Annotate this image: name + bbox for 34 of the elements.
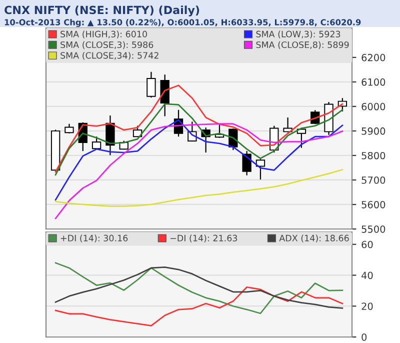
candlestick xyxy=(160,74,170,117)
legend-label: SMA (CLOSE,3): 5986 xyxy=(60,41,154,50)
y-tick-label: 5600 xyxy=(362,200,386,208)
legend-label: SMA (LOW,3): 5923 xyxy=(256,30,340,38)
y-tick-label: 5700 xyxy=(362,176,386,184)
chart-title: CNX NIFTY (NSE: NIFTY) (Daily) xyxy=(4,6,200,16)
line-series xyxy=(54,286,344,326)
candlestick xyxy=(256,158,266,180)
chart-subtitle: 10-Oct-2013 Chg: ▲ 13.50 (0.22%), O:6001.05, H:6033.95, L:5979.8, C:6020.9 xyxy=(4,19,361,27)
y-tick-label: 6100 xyxy=(362,78,386,86)
y-tick-label: 5500 xyxy=(362,225,386,233)
legend-label: SMA (CLOSE,8): 5899 xyxy=(256,41,349,50)
legend-label: −DI (14): 21.63 xyxy=(170,234,238,242)
y-tick-label: 20 xyxy=(362,302,373,310)
y-tick-label: 40 xyxy=(362,272,373,280)
candlestick xyxy=(242,150,252,176)
line-series xyxy=(54,119,344,201)
candlestick xyxy=(92,136,102,150)
y-tick-label: 5900 xyxy=(362,127,386,135)
y-tick-label: 6000 xyxy=(362,102,386,110)
y-tick-label: 0 xyxy=(362,333,367,341)
line-series xyxy=(54,262,344,314)
candlestick xyxy=(64,123,74,134)
candlestick xyxy=(296,128,306,148)
line-series xyxy=(54,168,344,207)
legend-label: +DI (14): 30.16 xyxy=(60,234,128,242)
legend-label: SMA (CLOSE,34): 5742 xyxy=(60,52,158,60)
y-tick-label: 6200 xyxy=(362,54,386,62)
y-tick-label: 5800 xyxy=(362,152,386,160)
line-series xyxy=(54,266,344,309)
legend-label: ADX (14): 18.66 xyxy=(279,234,349,242)
y-tick-label: 60 xyxy=(362,240,373,248)
candlestick xyxy=(146,71,156,98)
legend-label: SMA (HIGH,3): 6010 xyxy=(60,30,147,38)
